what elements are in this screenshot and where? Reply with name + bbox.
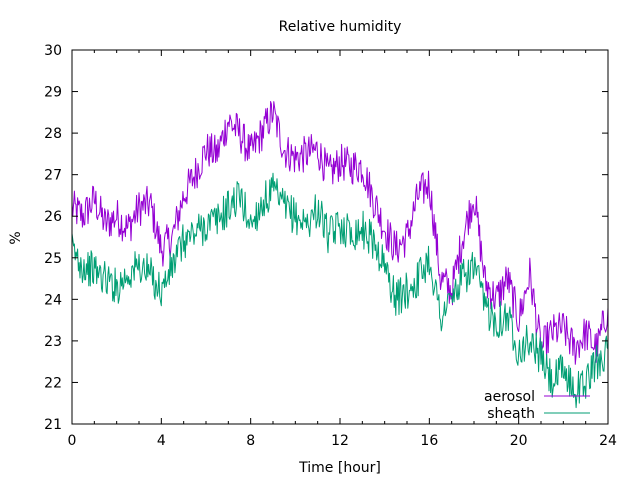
series-layer	[71, 101, 609, 409]
y-tick-label: 30	[44, 43, 62, 59]
y-tick-label: 23	[44, 334, 62, 350]
y-tick-label: 28	[44, 126, 62, 142]
ticks-layer: 0 4 8 12 16 20 24 21 22 23 24 25 26 27 28 29 30	[44, 43, 617, 449]
x-tick-label: 12	[331, 433, 349, 449]
x-tick-label: 8	[246, 433, 255, 449]
x-tick-label: 24	[599, 433, 617, 449]
y-tick-label: 24	[44, 292, 62, 308]
y-tick-label: 27	[44, 168, 62, 184]
y-tick-label: 25	[44, 251, 62, 267]
y-tick-label: 29	[44, 85, 62, 101]
x-tick-label: 4	[157, 433, 166, 449]
y-axis-label: %	[8, 231, 24, 244]
series-line-sheath	[71, 172, 609, 409]
legend-label-aerosol: aerosol	[484, 389, 535, 405]
legend-label-sheath: sheath	[487, 406, 535, 422]
series-line-aerosol	[71, 101, 609, 365]
y-tick-label: 22	[44, 375, 62, 391]
x-axis-label: Time [hour]	[298, 460, 381, 476]
y-tick-label: 26	[44, 209, 62, 225]
chart-title: Relative humidity	[279, 19, 402, 35]
x-tick-label: 0	[68, 433, 77, 449]
x-tick-label: 16	[420, 433, 438, 449]
x-tick-label: 20	[510, 433, 528, 449]
y-tick-label: 21	[44, 417, 62, 433]
